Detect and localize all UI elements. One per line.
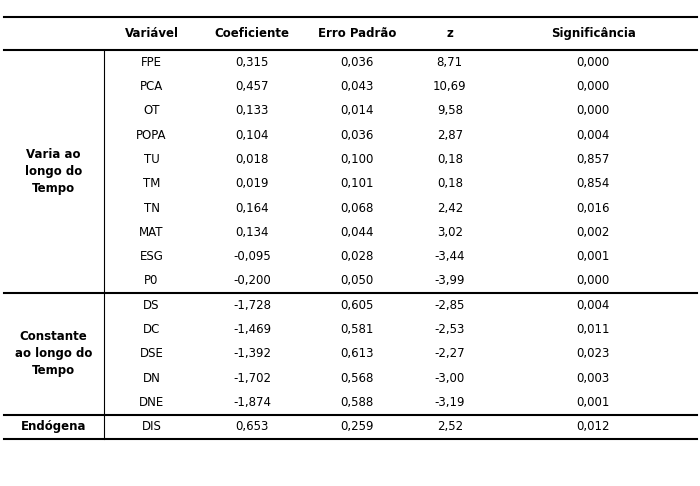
- Text: 0,000: 0,000: [577, 104, 610, 117]
- Text: 0,133: 0,133: [235, 104, 269, 117]
- Text: MAT: MAT: [139, 226, 164, 239]
- Text: 0,613: 0,613: [340, 347, 374, 360]
- Text: DNE: DNE: [139, 396, 164, 409]
- Text: -1,874: -1,874: [233, 396, 271, 409]
- Text: -1,392: -1,392: [233, 347, 271, 360]
- Text: 0,068: 0,068: [340, 202, 374, 214]
- Text: 0,104: 0,104: [235, 129, 269, 141]
- Text: 0,857: 0,857: [577, 153, 610, 166]
- Text: Endógena: Endógena: [21, 420, 86, 433]
- Text: 0,011: 0,011: [577, 323, 610, 336]
- Text: 0,003: 0,003: [577, 372, 610, 384]
- Text: 0,134: 0,134: [235, 226, 269, 239]
- Text: 2,87: 2,87: [437, 129, 463, 141]
- Text: 0,004: 0,004: [577, 129, 610, 141]
- Text: -2,53: -2,53: [435, 323, 465, 336]
- Text: -1,702: -1,702: [233, 372, 271, 384]
- Text: 0,012: 0,012: [577, 420, 610, 433]
- Text: 10,69: 10,69: [433, 80, 467, 93]
- Text: 0,653: 0,653: [235, 420, 269, 433]
- Text: -1,469: -1,469: [233, 323, 271, 336]
- Text: TM: TM: [143, 177, 160, 190]
- Text: TN: TN: [144, 202, 160, 214]
- Text: 0,588: 0,588: [340, 396, 374, 409]
- Text: z: z: [447, 27, 453, 40]
- Text: 0,023: 0,023: [577, 347, 610, 360]
- Text: 0,001: 0,001: [577, 250, 610, 263]
- Text: OT: OT: [144, 104, 160, 117]
- Text: -3,44: -3,44: [435, 250, 465, 263]
- Text: DC: DC: [143, 323, 160, 336]
- Text: 0,014: 0,014: [340, 104, 374, 117]
- Text: -3,00: -3,00: [435, 372, 465, 384]
- Text: 0,028: 0,028: [340, 250, 374, 263]
- Text: P0: P0: [144, 275, 159, 287]
- Text: 0,259: 0,259: [340, 420, 374, 433]
- Text: 0,18: 0,18: [437, 177, 463, 190]
- Text: -1,728: -1,728: [233, 299, 271, 312]
- Text: 0,036: 0,036: [340, 56, 374, 69]
- Text: 0,050: 0,050: [340, 275, 374, 287]
- Text: 0,000: 0,000: [577, 80, 610, 93]
- Text: 0,000: 0,000: [577, 275, 610, 287]
- Text: TU: TU: [144, 153, 160, 166]
- Text: 0,001: 0,001: [577, 396, 610, 409]
- Text: FPE: FPE: [141, 56, 162, 69]
- Text: DN: DN: [143, 372, 160, 384]
- Text: Constante
ao longo do
Tempo: Constante ao longo do Tempo: [15, 330, 92, 377]
- Text: 0,568: 0,568: [340, 372, 374, 384]
- Text: Erro Padrão: Erro Padrão: [318, 27, 396, 40]
- Text: 0,457: 0,457: [235, 80, 269, 93]
- Text: 2,42: 2,42: [437, 202, 463, 214]
- Text: -2,27: -2,27: [435, 347, 465, 360]
- Text: DSE: DSE: [139, 347, 164, 360]
- Text: 0,019: 0,019: [235, 177, 269, 190]
- Text: DIS: DIS: [141, 420, 162, 433]
- Text: 0,043: 0,043: [340, 80, 374, 93]
- Text: Coeficiente: Coeficiente: [214, 27, 290, 40]
- Text: 0,002: 0,002: [577, 226, 610, 239]
- Text: 0,101: 0,101: [340, 177, 374, 190]
- Text: 8,71: 8,71: [437, 56, 463, 69]
- Text: -3,99: -3,99: [435, 275, 465, 287]
- Text: 0,854: 0,854: [577, 177, 610, 190]
- Text: -0,095: -0,095: [233, 250, 271, 263]
- Text: 0,315: 0,315: [235, 56, 269, 69]
- Text: 0,044: 0,044: [340, 226, 374, 239]
- Text: 0,100: 0,100: [340, 153, 374, 166]
- Text: 0,18: 0,18: [437, 153, 463, 166]
- Text: 9,58: 9,58: [437, 104, 463, 117]
- Text: 0,605: 0,605: [340, 299, 374, 312]
- Text: 0,164: 0,164: [235, 202, 269, 214]
- Text: 0,581: 0,581: [340, 323, 374, 336]
- Text: -0,200: -0,200: [233, 275, 271, 287]
- Text: Significância: Significância: [551, 27, 636, 40]
- Text: 3,02: 3,02: [437, 226, 463, 239]
- Text: 0,016: 0,016: [577, 202, 610, 214]
- Text: 2,52: 2,52: [437, 420, 463, 433]
- Text: 0,004: 0,004: [577, 299, 610, 312]
- Text: -2,85: -2,85: [435, 299, 465, 312]
- Text: -3,19: -3,19: [435, 396, 465, 409]
- Text: 0,036: 0,036: [340, 129, 374, 141]
- Text: PCA: PCA: [140, 80, 163, 93]
- Text: Variável: Variável: [125, 27, 178, 40]
- Text: ESG: ESG: [139, 250, 164, 263]
- Text: POPA: POPA: [136, 129, 167, 141]
- Text: DS: DS: [144, 299, 160, 312]
- Text: 0,000: 0,000: [577, 56, 610, 69]
- Text: 0,018: 0,018: [235, 153, 269, 166]
- Text: Varia ao
longo do
Tempo: Varia ao longo do Tempo: [25, 148, 82, 195]
